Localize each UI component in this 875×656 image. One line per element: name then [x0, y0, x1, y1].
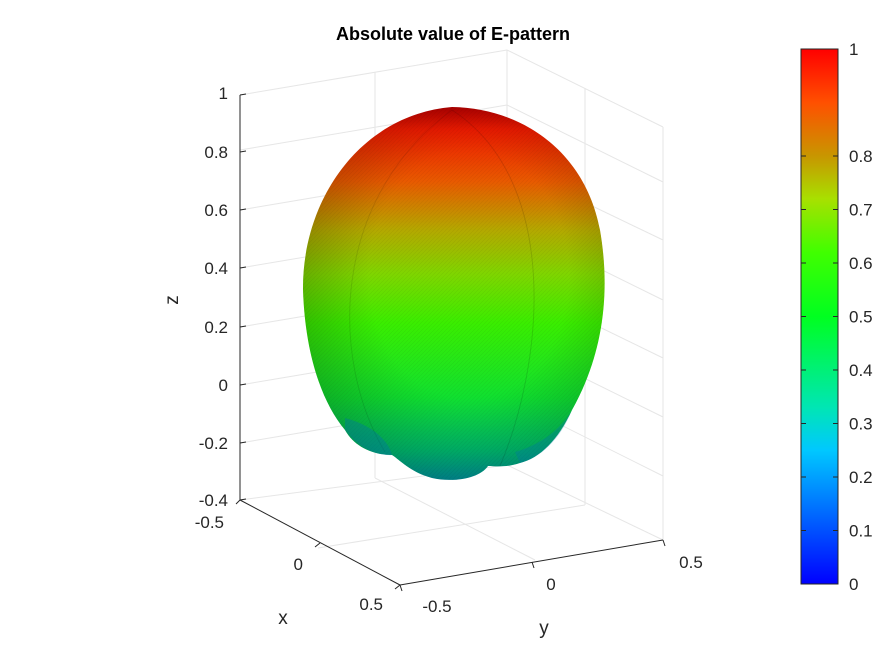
chart-title: Absolute value of E-pattern — [336, 24, 570, 44]
z-tick-label: 1 — [219, 84, 228, 103]
y-tick-label: -0.5 — [422, 597, 451, 616]
z-tick-label: 0.2 — [204, 318, 228, 337]
colorbar-tick-label: 0.2 — [849, 468, 873, 487]
y-tick-label: 0.5 — [679, 553, 703, 572]
colorbar: 0 0.1 0.2 0.3 0.4 0.5 0.6 0.7 0.8 1 — [800, 40, 873, 594]
pattern-surface — [302, 107, 605, 480]
x-tick-label: -0.5 — [195, 513, 224, 532]
colorbar-tick-label: 0.5 — [849, 308, 873, 327]
colorbar-tick-label: 0.7 — [849, 201, 873, 220]
colorbar-gradient — [800, 48, 839, 585]
colorbar-tick-label: 0.1 — [849, 522, 873, 541]
z-tick-label: 0.6 — [204, 201, 228, 220]
x-tick-label: 0 — [294, 555, 303, 574]
y-axis: -0.5 0 0.5 y — [399, 539, 703, 639]
colorbar-tick-label: 0.4 — [849, 361, 873, 380]
colorbar-tick-label: 0.8 — [849, 147, 873, 166]
x-axis: -0.5 0 0.5 x — [195, 499, 401, 629]
colorbar-labels: 0 0.1 0.2 0.3 0.4 0.5 0.6 0.7 0.8 1 — [849, 40, 873, 594]
y-axis-label: y — [539, 618, 549, 639]
colorbar-tick-label: 0.6 — [849, 254, 873, 273]
x-tick-label: 0.5 — [359, 595, 383, 614]
z-tick-label: 0 — [219, 376, 228, 395]
z-axis-label: z — [162, 295, 183, 305]
z-tick-label: -0.4 — [199, 491, 228, 510]
z-tick-label: 0.8 — [204, 143, 228, 162]
colorbar-tick-label: 1 — [849, 40, 858, 59]
axis-lines — [239, 95, 664, 586]
x-axis-label: x — [278, 608, 288, 629]
y-tick-label: 0 — [546, 575, 555, 594]
z-tick-label: 0.4 — [204, 259, 228, 278]
colorbar-ticks — [801, 48, 838, 585]
colorbar-tick-label: 0.3 — [849, 415, 873, 434]
z-tick-label: -0.2 — [199, 434, 228, 453]
colorbar-tick-label: 0 — [849, 575, 858, 594]
z-axis: 1 0.8 0.6 0.4 0.2 0 -0.2 -0.4 z — [162, 84, 247, 510]
